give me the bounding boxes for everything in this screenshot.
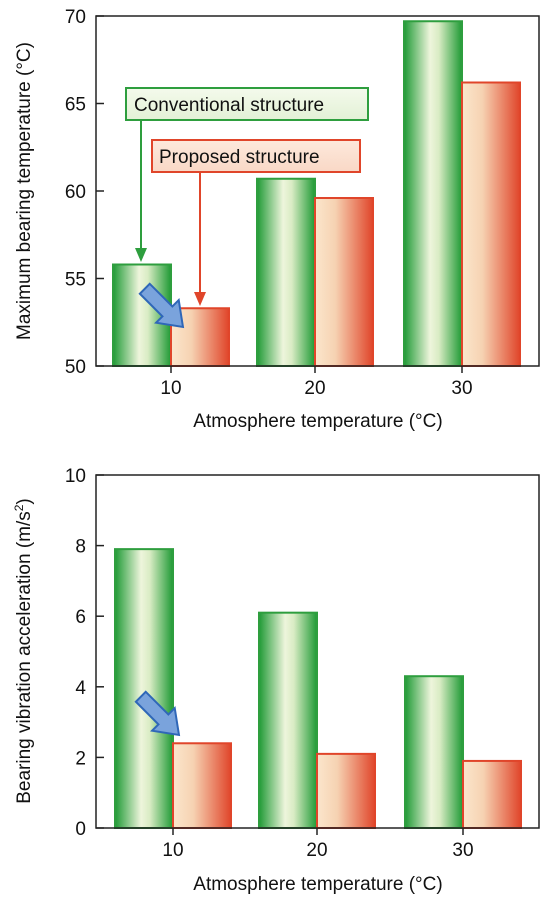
x-tick-label: 10 (162, 840, 183, 861)
y-tick-label: 50 (65, 357, 86, 378)
y-tick-label: 2 (75, 748, 86, 769)
bar-conventional-30 (403, 20, 463, 367)
y-tick-label: 70 (65, 7, 86, 28)
y-tick-label: 0 (75, 819, 86, 840)
bar-conventional-10 (114, 548, 174, 829)
bar-proposed-10 (172, 742, 232, 830)
legend-proposed: Proposed structure (151, 139, 361, 306)
x-tick-label: 30 (451, 378, 472, 399)
reduction-arrow-icon (134, 690, 181, 737)
y-tick-label: 60 (65, 182, 86, 203)
bar-proposed-20 (314, 197, 374, 367)
legend-conventional-box (125, 87, 369, 121)
reduction-arrow-icon (138, 282, 185, 329)
legend-conventional: Conventional structure (125, 87, 369, 262)
y-axis-label-tail: ) (14, 498, 35, 504)
bar-proposed-20 (316, 752, 376, 829)
x-tick-label: 10 (160, 378, 181, 399)
x-tick-label: 30 (452, 840, 473, 861)
x-axis-label: Atmosphere temperature (°C) (193, 874, 442, 895)
chart-bearing-vibration: 0 2 4 6 8 10 10 20 30 Atmosphere temperature (°… (12, 466, 540, 895)
legend-proposed-arrowhead (194, 292, 206, 306)
x-axis-label: Atmosphere temperature (°C) (193, 411, 442, 432)
legend-proposed-box (151, 139, 361, 173)
y-axis-label: Bearing vibration acceleration (m/s2) (12, 498, 35, 804)
chart-bearing-temperature: 50 55 60 65 70 10 20 30 Atmosphere temperature… (14, 7, 540, 432)
bar-proposed-30 (462, 759, 522, 829)
bar-conventional-20 (256, 177, 316, 367)
y-tick-label: 55 (65, 270, 86, 291)
legend-conventional-arrowhead (135, 248, 147, 262)
bar-conventional-20 (258, 611, 318, 829)
bar-proposed-30 (461, 81, 521, 367)
y-tick-label: 65 (65, 95, 86, 116)
y-tick-label: 10 (65, 466, 86, 487)
y-axis-label: Maximum bearing temperature (°C) (14, 42, 35, 340)
y-axis-label-sup: 2 (12, 504, 26, 511)
legend-proposed-label: Proposed structure (159, 147, 320, 168)
y-tick-label: 8 (75, 537, 86, 558)
y-axis-label-main: Bearing vibration acceleration (m/s (14, 511, 35, 804)
y-tick-label: 4 (75, 678, 86, 699)
x-tick-label: 20 (304, 378, 325, 399)
legend-conventional-label: Conventional structure (134, 95, 324, 116)
x-tick-label: 20 (306, 840, 327, 861)
y-tick-label: 6 (75, 607, 86, 628)
bar-conventional-30 (404, 675, 464, 830)
